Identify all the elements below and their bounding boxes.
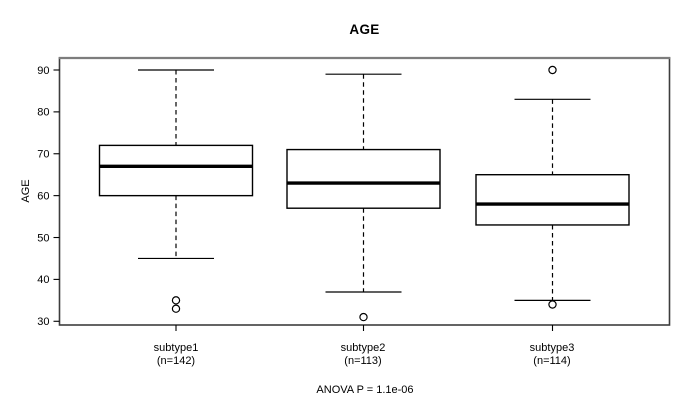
iqr-box [286,148,441,209]
y-tick-label: 60 [37,190,49,202]
y-tick-label: 90 [37,65,49,77]
boxplot-subtype1 [98,69,254,331]
x-tick-label-subtype2: subtype2 (n=113) [288,342,438,367]
group-count: (n=114) [533,354,571,367]
outlier-point [548,65,557,75]
group-label: subtype2 [340,342,386,354]
group-label: subtype3 [529,342,575,354]
y-tick-label: 30 [37,316,49,328]
outlier-point [171,296,181,305]
boxplot-subtype3 [475,65,630,331]
y-tick-label: 70 [37,149,49,161]
outlier-point [359,312,368,322]
group-count: (n=113) [344,354,382,367]
group-label: subtype1 [153,342,199,354]
outlier-point [171,304,181,313]
y-tick-label: 50 [37,232,49,244]
anova-annotation: ANOVA P = 1.1e-06 [316,384,414,396]
x-tick-label-subtype3: subtype3 (n=114) [477,342,627,367]
x-tick-label-subtype1: subtype1 (n=142) [101,342,251,367]
outlier-point [548,300,557,309]
chart-title: AGE [349,22,380,37]
boxplot-subtype2 [286,73,441,331]
y-tick-label: 80 [37,107,49,119]
group-count: (n=142) [156,354,196,367]
y-tick-label: 40 [37,274,49,286]
iqr-box [98,144,254,197]
iqr-box [475,173,630,226]
